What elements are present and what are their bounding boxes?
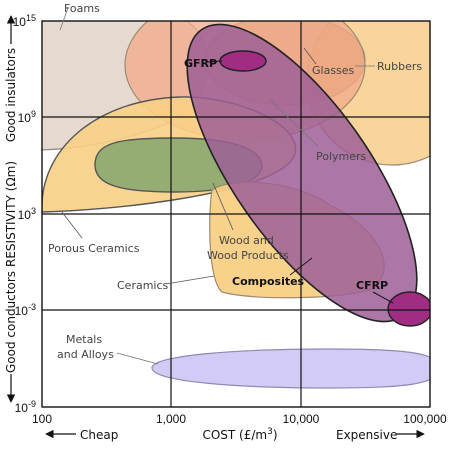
- x-tick-label: 100: [32, 412, 52, 426]
- label-cfrp: CFRP: [356, 279, 388, 292]
- y-end-label-insulators: Good insulators: [4, 48, 18, 142]
- x-tick-label: 100,000: [403, 412, 447, 426]
- foams-leader: [59, 7, 69, 31]
- composites-leader: [289, 257, 313, 276]
- label-metals-line1: Metals: [66, 333, 102, 346]
- x-ticks: 100 1,000 10,000 100,000: [32, 412, 447, 426]
- metals-leader: [116, 352, 159, 365]
- label-foams: Foams: [64, 2, 100, 15]
- label-glasses: Glasses: [312, 64, 355, 77]
- grid: [42, 21, 430, 407]
- plot-frame: [41, 20, 431, 408]
- region-metals: [151, 348, 430, 389]
- x-axis-title: COST (£/m3): [202, 427, 277, 442]
- label-wood-line1: Wood and: [219, 234, 274, 247]
- x-end-label-cheap: Cheap: [80, 428, 118, 442]
- label-metals-line2: and Alloys: [57, 348, 114, 361]
- ceramics-leader: [165, 275, 215, 285]
- region-gfrp: [219, 50, 267, 72]
- label-ceramics: Ceramics: [117, 279, 169, 292]
- y-axis-title: RESISTIVITY (Ωm): [4, 161, 18, 267]
- regions-layer: [42, 21, 430, 389]
- x-end-label-expensive: Expensive: [336, 428, 397, 442]
- label-wood-line2: Wood Products: [207, 249, 289, 262]
- glasses-leader: [303, 47, 317, 65]
- gfrp-leader: [206, 60, 223, 63]
- y-tick-label: 109: [18, 109, 36, 125]
- label-rubbers: Rubbers: [377, 60, 422, 73]
- y-tick-label: 103: [18, 206, 36, 222]
- wood-leader: [212, 182, 234, 231]
- label-porous-ceramics: Porous Ceramics: [48, 242, 140, 255]
- y-tick-label: 1015: [13, 13, 36, 29]
- porous-ceramics-leader: [61, 211, 83, 239]
- y-axis: RESISTIVITY (Ωm) Good insulators Good co…: [4, 15, 18, 403]
- label-composites: Composites: [232, 275, 305, 288]
- region-cfrp: [387, 291, 430, 327]
- label-gfrp: GFRP: [184, 57, 217, 70]
- x-tick-label: 1,000: [156, 412, 186, 426]
- x-tick-label: 10,000: [283, 412, 320, 426]
- label-polymers: Polymers: [316, 150, 367, 163]
- cfrp-leader: [372, 291, 394, 304]
- y-end-label-conductors: Good conductors: [4, 271, 18, 373]
- labels: Foams Rubbers Glasses Polymers GFRP Poro…: [48, 2, 422, 365]
- x-axis: COST (£/m3) Cheap Expensive: [45, 427, 425, 442]
- polymers-leader: [269, 99, 319, 147]
